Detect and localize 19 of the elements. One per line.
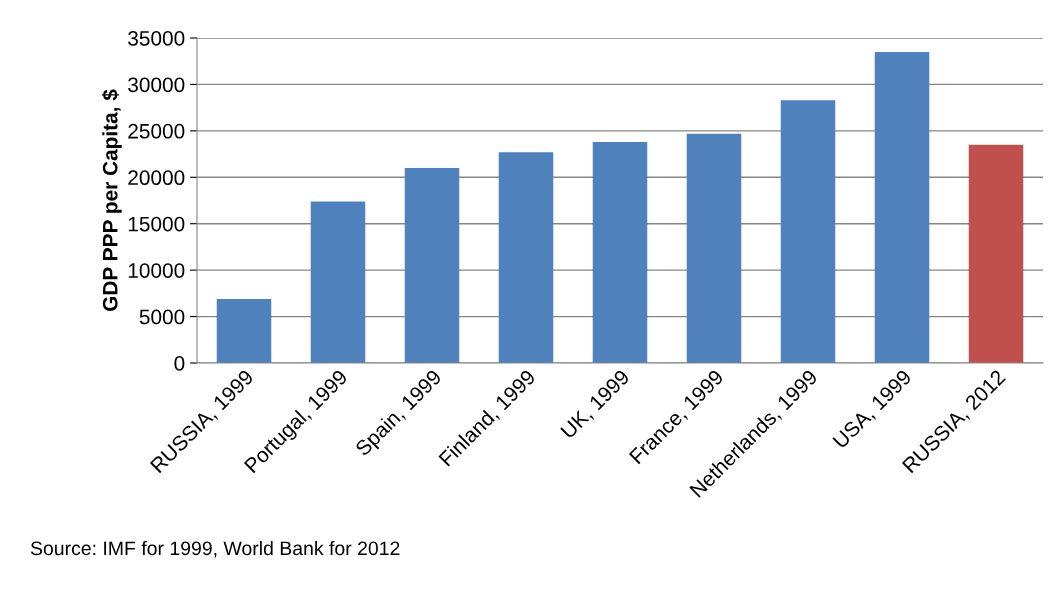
bar <box>216 298 272 363</box>
y-tick-label: 20000 <box>128 170 185 186</box>
y-tick-label: 5000 <box>139 309 185 325</box>
y-tick-label: 10000 <box>128 263 185 278</box>
bar <box>780 100 836 363</box>
bar <box>498 152 554 363</box>
bar <box>968 144 1024 363</box>
source-note: Source: IMF for 1999, World Bank for 2012 <box>30 540 400 558</box>
y-axis-title: GDP PPP per Capita, $ <box>101 89 122 311</box>
bar <box>404 168 460 363</box>
bar <box>592 142 648 363</box>
y-tick-label: 25000 <box>128 123 185 139</box>
y-tick-label: 0 <box>174 356 185 371</box>
bar <box>874 51 930 363</box>
bar <box>686 133 742 363</box>
y-tick-label: 35000 <box>128 31 185 46</box>
y-tick-label: 30000 <box>128 77 185 93</box>
bar <box>310 201 366 363</box>
y-tick-label: 15000 <box>128 216 185 232</box>
